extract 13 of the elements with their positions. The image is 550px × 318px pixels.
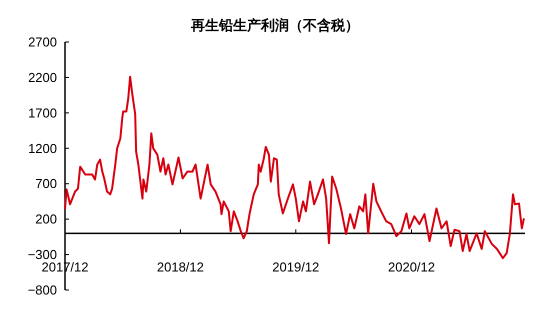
line-series (64, 76, 525, 260)
x-tick-label: 2018/12 (156, 259, 204, 274)
y-tick-label: 2200 (28, 70, 57, 85)
y-tick-label: 1200 (28, 140, 57, 156)
y-tick-label: 2700 (28, 34, 57, 50)
y-tick-label: 200 (35, 212, 57, 227)
x-tick-label: 2019/12 (272, 259, 320, 274)
y-tick-label: −800 (28, 282, 57, 298)
x-tick-label: 2020/12 (388, 259, 435, 274)
y-tick-label: 1700 (28, 105, 57, 120)
y-tick-label: −300 (28, 247, 57, 262)
y-tick-label: 700 (35, 176, 57, 192)
chart-title: 再生铅生产利润（不含税） (190, 17, 359, 33)
